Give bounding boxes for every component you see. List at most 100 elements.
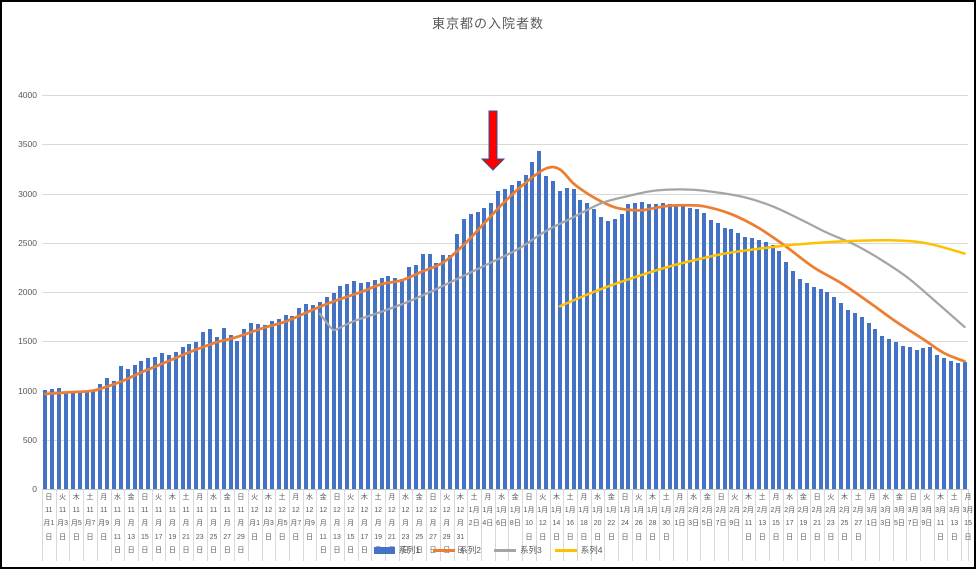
x-axis-label: 金 11 月 27 日 [223,494,232,554]
series1-bar [194,342,199,489]
x-axis-tick [288,489,290,561]
series1-bar [866,322,871,489]
series1-bar [139,361,144,489]
series1-bar [523,174,528,489]
series1-bar [221,328,226,489]
legend-bar-swatch [373,546,395,554]
series1-bar [489,203,494,489]
x-axis-label: 火 12 月1 日 [249,494,261,541]
series1-bar [845,310,850,489]
series1-bar [235,341,240,490]
series1-bar [955,362,960,489]
x-axis-label: 水 2月 17 日 [784,494,796,541]
x-axis-label: 金 2月 19 日 [797,494,809,541]
x-axis-tick [247,489,249,561]
x-axis-label: 日 12 月 13 日 [333,494,341,554]
x-axis-tick [179,489,181,561]
series1-bar [893,342,898,489]
x-axis-tick [151,489,153,561]
series1-bar [544,175,549,489]
series1-bar [173,351,178,489]
series1-bar [777,250,782,489]
y-axis-tick-label: 4000 [18,90,37,100]
legend-label: 系列4 [580,545,603,555]
series1-bar [84,391,89,489]
x-axis-tick [467,489,469,561]
x-axis-label: 土 1月 30 日 [660,494,672,541]
series1-bar [372,280,377,489]
legend-item: 系列1 [373,544,420,556]
x-axis-label: 日 12 月 27 日 [429,494,437,554]
legend-label: 系列3 [520,545,542,555]
x-axis-label: 水 12 月9 日 [304,494,315,541]
x-axis-tick [673,489,675,561]
series1-bar [249,322,254,489]
x-axis-tick [494,489,496,561]
x-axis-tick [631,489,633,561]
series1-bar [201,332,206,489]
x-axis-tick [316,489,318,561]
x-axis-tick [398,489,400,561]
series1-bar [948,361,953,489]
series1-bar [859,316,864,489]
x-axis-label: 火 1月 26 日 [633,494,645,541]
series1-bar [64,392,68,489]
series1-bar [338,286,343,489]
x-axis-tick [206,489,208,561]
series1-bar [928,346,933,489]
series1-bar [530,162,535,489]
series1-bar [557,190,562,489]
series1-bar [736,232,741,489]
series1-bar [208,329,213,489]
series1-bar [43,389,48,489]
series1-bar [475,212,480,489]
x-axis-tick [69,489,71,561]
series1-bar [715,223,720,489]
series1-bar [551,180,555,489]
x-axis-tick [275,489,277,561]
x-axis-label: 火 12 月 15 日 [346,494,355,554]
x-axis-label: 水 3月 3日 [880,494,892,528]
series1-bar [839,302,844,489]
x-axis-tick [659,489,661,561]
series1-bar [166,354,171,489]
x-axis-label: 土 11 月7 日 [84,494,96,541]
series1-bar [674,204,679,489]
x-axis-label: 水 2月 3日 [688,494,700,528]
series1-bar [564,187,569,489]
series1-bar [935,354,940,489]
x-axis-label: 土 2月 27 日 [852,494,864,541]
x-axis-tick [755,489,757,561]
x-axis-label: 月 11 月9 日 [98,494,110,541]
series1-bar [592,209,597,489]
series1-bar [797,278,802,489]
series1-bar [578,200,583,489]
series1-bar [626,204,631,489]
series1-bar [914,349,919,489]
x-axis-tick [796,489,798,561]
x-axis-tick [42,489,43,561]
x-axis-tick [234,489,236,561]
x-axis-tick [302,489,304,561]
x-axis-tick [892,489,894,561]
x-axis-tick [810,489,812,561]
series1-bar [434,263,439,489]
series1-bar [406,266,411,489]
x-axis-tick [357,489,359,561]
series1-bar [722,228,727,489]
legend-item: 系列3 [494,544,542,556]
x-axis-label: 月 12 月7 日 [290,494,302,541]
legend-line-swatch [554,548,577,552]
x-axis-label: 土 11 月 21 日 [182,494,190,554]
y-axis-tick-label: 2000 [18,287,37,297]
series1-bar [811,286,816,489]
down-arrow-shape [480,110,506,171]
x-axis-label: 木 12 月 17 日 [360,494,369,554]
series1-bar [98,383,103,489]
series1-bar [214,336,219,489]
series1-bar [105,378,110,489]
x-axis-label: 木 12 月 31 日 [456,494,465,554]
y-gridline [42,144,968,146]
series1-bar [688,207,693,489]
